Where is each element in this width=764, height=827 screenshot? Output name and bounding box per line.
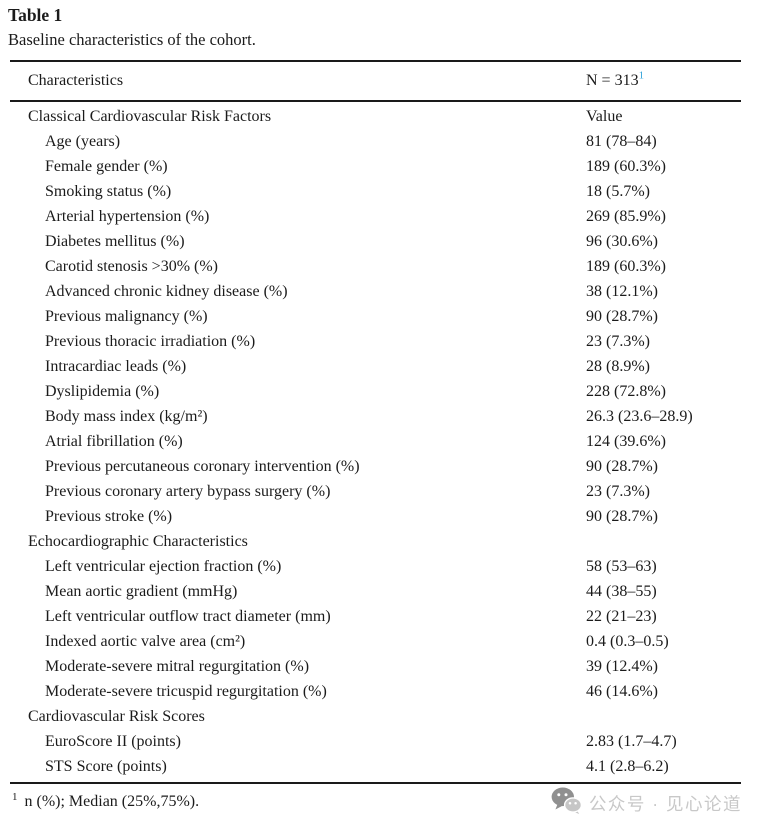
table-row: Previous malignancy (%) 90 (28.7%): [10, 304, 741, 329]
row-value: 18 (5.7%): [586, 183, 650, 200]
table-row: Advanced chronic kidney disease (%) 38 (1…: [10, 279, 741, 304]
row-value: 189 (60.3%): [586, 158, 666, 175]
row-value: 81 (78–84): [586, 133, 657, 150]
table-row: Body mass index (kg/m²) 26.3 (23.6–28.9): [10, 404, 741, 429]
row-value: 90 (28.7%): [586, 508, 658, 525]
table-row: Moderate-severe mitral regurgitation (%)…: [10, 654, 741, 679]
row-value: 44 (38–55): [586, 583, 657, 600]
table-body: Classical Cardiovascular Risk Factors Val…: [10, 102, 741, 784]
table-row: Arterial hypertension (%) 269 (85.9%): [10, 204, 741, 229]
row-label: Previous malignancy (%): [45, 308, 208, 325]
table-row: Age (years) 81 (78–84): [10, 129, 741, 154]
row-label: Previous percutaneous coronary intervent…: [45, 458, 360, 475]
table-row: Moderate-severe tricuspid regurgitation …: [10, 679, 741, 704]
table-row: Female gender (%) 189 (60.3%): [10, 154, 741, 179]
row-value: 189 (60.3%): [586, 258, 666, 275]
row-value: 96 (30.6%): [586, 233, 658, 250]
row-value: [586, 529, 741, 554]
row-label: Diabetes mellitus (%): [45, 233, 185, 250]
watermark-text: 公众号 · 见心论道: [588, 794, 742, 814]
row-label: Moderate-severe mitral regurgitation (%): [45, 658, 310, 675]
row-value: 90 (28.7%): [586, 458, 658, 475]
table-row: Smoking status (%) 18 (5.7%): [10, 179, 741, 204]
row-label: Left ventricular ejection fraction (%): [45, 558, 282, 575]
row-value: 28 (8.9%): [586, 358, 650, 375]
table-row: Left ventricular outflow tract diameter …: [10, 604, 741, 629]
footnote-marker: 1: [12, 790, 18, 803]
table-section-row: Classical Cardiovascular Risk Factors Val…: [10, 104, 741, 129]
row-label: Classical Cardiovascular Risk Factors: [28, 108, 272, 125]
table-row: Mean aortic gradient (mmHg) 44 (38–55): [10, 579, 741, 604]
row-value: 26.3 (23.6–28.9): [586, 408, 693, 425]
row-label: Arterial hypertension (%): [45, 208, 210, 225]
row-label: Female gender (%): [45, 158, 168, 175]
row-value: 2.83 (1.7–4.7): [586, 733, 677, 750]
row-label: Atrial fibrillation (%): [45, 433, 183, 450]
row-value: 58 (53–63): [586, 558, 657, 575]
row-value: 23 (7.3%): [586, 483, 650, 500]
row-label: Smoking status (%): [45, 183, 172, 200]
row-value: 228 (72.8%): [586, 383, 666, 400]
table-row: Atrial fibrillation (%) 124 (39.6%): [10, 429, 741, 454]
row-label: Carotid stenosis >30% (%): [45, 258, 218, 275]
table-row: Previous stroke (%) 90 (28.7%): [10, 504, 741, 529]
table-title: Table 1: [8, 5, 63, 25]
table-row: Indexed aortic valve area (cm²) 0.4 (0.3–…: [10, 629, 741, 654]
row-value: 23 (7.3%): [586, 333, 650, 350]
row-label: Cardiovascular Risk Scores: [28, 708, 205, 725]
row-label: Previous coronary artery bypass surgery …: [45, 483, 331, 500]
row-value: 22 (21–23): [586, 608, 657, 625]
row-label: EuroScore II (points): [45, 733, 181, 750]
header-n: N = 3131: [586, 69, 741, 90]
table-row: Previous thoracic irradiation (%) 23 (7.3…: [10, 329, 741, 354]
table-section-row: Echocardiographic Characteristics: [10, 529, 741, 554]
row-label: Age (years): [45, 133, 121, 150]
row-label: Body mass index (kg/m²): [45, 408, 208, 425]
row-label: Left ventricular outflow tract diameter …: [45, 608, 331, 625]
row-label: Advanced chronic kidney disease (%): [45, 283, 288, 300]
row-value: 269 (85.9%): [586, 208, 666, 225]
row-label: STS Score (points): [45, 758, 167, 775]
row-label: Echocardiographic Characteristics: [28, 533, 248, 550]
baseline-characteristics-table: Characteristics N = 3131 Classical Cardi…: [10, 60, 741, 784]
row-value: 46 (14.6%): [586, 683, 658, 700]
row-value: 4.1 (2.8–6.2): [586, 758, 669, 775]
table-header-row: Characteristics N = 3131: [10, 62, 741, 102]
row-label: Indexed aortic valve area (cm²): [45, 633, 246, 650]
row-value: 39 (12.4%): [586, 658, 658, 675]
table-section-row: Cardiovascular Risk Scores: [10, 704, 741, 729]
row-label: Mean aortic gradient (mmHg): [45, 583, 238, 600]
table-row: Previous percutaneous coronary intervent…: [10, 454, 741, 479]
table-subtitle: Baseline characteristics of the cohort.: [8, 30, 256, 49]
table-row: Left ventricular ejection fraction (%) 58…: [10, 554, 741, 579]
table-row: Dyslipidemia (%) 228 (72.8%): [10, 379, 741, 404]
row-label: Previous thoracic irradiation (%): [45, 333, 256, 350]
row-label: Moderate-severe tricuspid regurgitation …: [45, 683, 327, 700]
row-value: [586, 704, 741, 729]
table-footnote: 1 n (%); Median (25%,75%).: [12, 791, 764, 813]
table-caption: Table 1 Baseline characteristics of the …: [0, 0, 764, 52]
table-row: Intracardiac leads (%) 28 (8.9%): [10, 354, 741, 379]
table-row: EuroScore II (points) 2.83 (1.7–4.7): [10, 729, 741, 754]
row-label: Previous stroke (%): [45, 508, 173, 525]
row-value: 38 (12.1%): [586, 283, 658, 300]
watermark: 公众号 · 见心论道: [551, 787, 742, 820]
row-label: Dyslipidemia (%): [45, 383, 160, 400]
table-row: Diabetes mellitus (%) 96 (30.6%): [10, 229, 741, 254]
row-value: 90 (28.7%): [586, 308, 658, 325]
footnote-text: n (%); Median (25%,75%).: [24, 793, 200, 810]
table-row: Carotid stenosis >30% (%) 189 (60.3%): [10, 254, 741, 279]
header-characteristics: Characteristics: [28, 72, 124, 89]
row-value: 124 (39.6%): [586, 433, 666, 450]
wechat-icon: [551, 787, 583, 820]
header-footnote-superscript: 1: [638, 69, 645, 82]
row-label: Intracardiac leads (%): [45, 358, 187, 375]
table-row: Previous coronary artery bypass surgery …: [10, 479, 741, 504]
header-n-label: N = 313: [586, 72, 639, 89]
table-row: STS Score (points) 4.1 (2.8–6.2): [10, 754, 741, 779]
row-value: 0.4 (0.3–0.5): [586, 633, 669, 650]
row-value: Value: [586, 108, 623, 125]
